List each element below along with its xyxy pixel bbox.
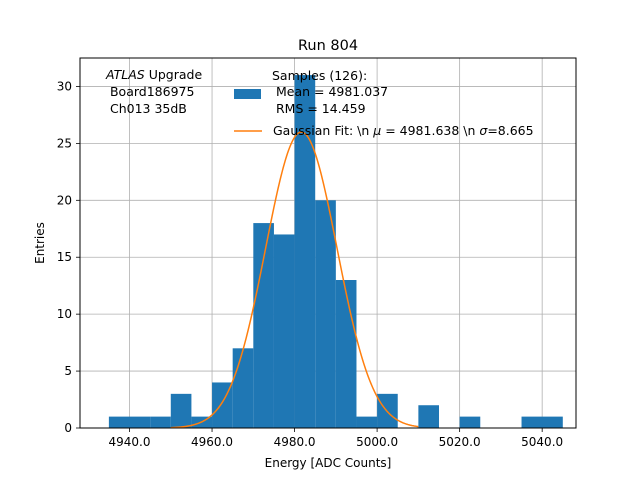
y-tick-label: 5: [64, 364, 72, 378]
experiment-suffix: Upgrade: [145, 67, 203, 82]
histogram-bar: [108, 416, 151, 428]
histogram-bar: [315, 200, 336, 428]
x-tick-label: 5020.0: [439, 435, 481, 449]
histogram-bars: [108, 75, 563, 429]
legend: Samples (126): Mean = 4981.037 RMS = 14.…: [234, 68, 534, 138]
y-tick-label: 20: [57, 193, 72, 207]
histogram-bar: [521, 416, 563, 428]
legend-histogram-line-3: RMS = 14.459: [272, 101, 366, 116]
histogram-bar: [418, 405, 440, 428]
legend-histogram-swatch: [234, 89, 261, 99]
histogram-bar: [150, 416, 171, 428]
y-tick-label: 25: [57, 136, 72, 150]
histogram-bar: [356, 416, 378, 428]
histogram-bar: [273, 234, 295, 428]
x-tick-label: 4960.0: [191, 435, 233, 449]
y-axis-ticks: 0 5 10 15 20 25 30: [57, 79, 80, 435]
x-axis-ticks: 4940.0 4960.0 4980.0 5000.0 5020.0 5040.0: [109, 428, 563, 449]
experiment-name: ATLAS: [105, 67, 145, 82]
legend-fit-label: Gaussian Fit: \n μ = 4981.638 \n σ=8.665: [273, 123, 534, 138]
histogram-bar: [294, 75, 316, 429]
legend-histogram-line-1: Samples (126):: [272, 68, 367, 83]
gaussian-fit-curve: [170, 131, 419, 429]
y-tick-label: 10: [57, 307, 72, 321]
y-tick-label: 30: [57, 79, 72, 93]
histogram-bar: [253, 223, 274, 428]
experiment-annotation: ATLAS Upgrade: [105, 67, 202, 82]
y-axis-label: Entries: [33, 222, 47, 264]
x-axis-label: Energy [ADC Counts]: [265, 456, 392, 470]
legend-histogram-line-2: Mean = 4981.037: [272, 84, 388, 99]
x-tick-label: 5000.0: [356, 435, 398, 449]
x-tick-label: 5040.0: [521, 435, 563, 449]
plot-frame: [79, 57, 577, 429]
histogram-bar: [232, 348, 254, 428]
legend-fit-sigma: σ: [479, 123, 488, 138]
chart-title: Run 804: [298, 38, 358, 54]
histogram-bar: [459, 416, 481, 428]
legend-fit-text-b: = 4981.638 \n: [381, 123, 479, 138]
y-tick-label: 15: [57, 250, 72, 264]
histogram-bar: [335, 280, 357, 428]
channel-annotation: Ch013 35dB: [106, 101, 187, 116]
legend-fit-text-c: =8.665: [487, 123, 533, 138]
legend-fit-text-a: Gaussian Fit: \n: [273, 123, 373, 138]
x-tick-label: 4980.0: [274, 435, 316, 449]
y-tick-label: 0: [64, 421, 72, 435]
board-annotation: Board186975: [106, 84, 194, 99]
legend-fit-mu: μ: [372, 123, 381, 138]
x-tick-label: 4940.0: [109, 435, 151, 449]
histogram-bar: [170, 393, 192, 428]
